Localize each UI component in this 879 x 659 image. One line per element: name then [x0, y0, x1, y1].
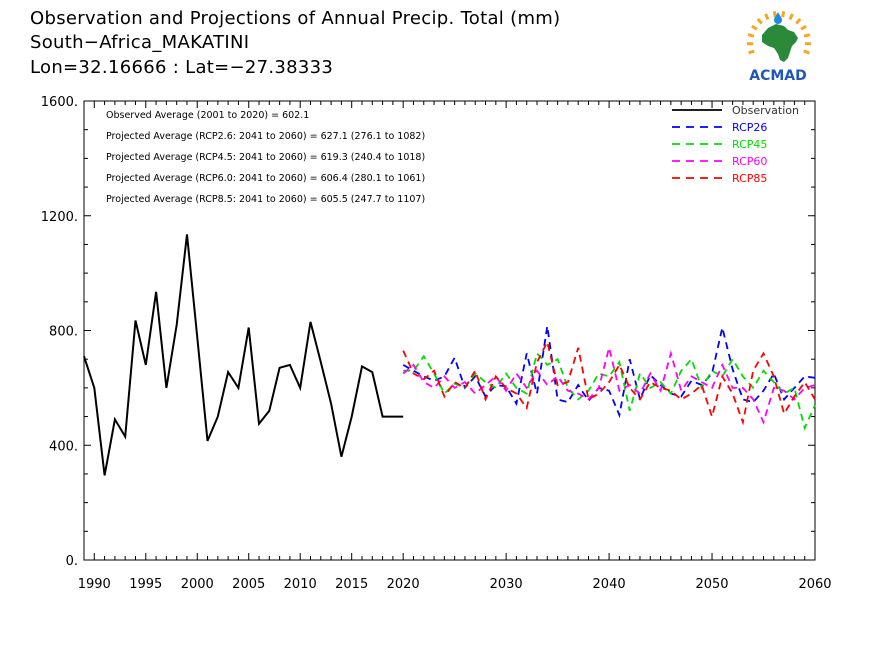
sun-ray [803, 33, 811, 38]
average-annotation: Projected Average (RCP6.0: 2041 to 2060)… [106, 173, 425, 184]
africa-map-logo-icon: ACMAD [746, 11, 812, 84]
water-drop-icon [774, 12, 782, 24]
series-line-rcp26 [402, 326, 816, 419]
africa-shape-icon [762, 24, 798, 62]
x-tick-label: 2040 [593, 577, 626, 592]
series-line-rcp85 [402, 339, 816, 426]
x-tick-label: 2050 [695, 577, 728, 592]
legend-label-rcp60: RCP60 [732, 155, 767, 168]
sun-ray [772, 11, 777, 18]
x-tick-label: 2000 [181, 577, 214, 592]
station-name: South−Africa_MAKATINI [30, 32, 250, 53]
logo-text: ACMAD [749, 68, 807, 84]
legend-label-rcp45: RCP45 [732, 138, 767, 151]
plot-frame [83, 100, 816, 561]
acmad-logo: ACMAD [738, 8, 818, 84]
sun-ray [764, 13, 770, 21]
legend-label-rcp85: RCP85 [732, 172, 767, 185]
sun-ray [751, 24, 758, 31]
x-tick-label: 1995 [129, 577, 162, 592]
sun-ray [788, 13, 794, 21]
sun-ray [748, 49, 755, 55]
x-tick-label: 2010 [284, 577, 317, 592]
sun-ray [747, 33, 755, 38]
x-tick-label: 2060 [798, 577, 831, 592]
x-tick-label: 2015 [335, 577, 368, 592]
sun-ray [800, 24, 807, 31]
y-tick-label: 400. [49, 439, 78, 454]
y-tick-label: 800. [49, 325, 78, 340]
y-tick-label: 1600. [41, 95, 78, 110]
sun-rays-icon [746, 11, 812, 55]
chart-title: Observation and Projections of Annual Pr… [30, 8, 561, 29]
legend-label-rcp26: RCP26 [732, 121, 767, 134]
average-annotation: Projected Average (RCP2.6: 2041 to 2060)… [106, 131, 425, 142]
y-tick-label: 1200. [41, 210, 78, 225]
x-tick-label: 1990 [78, 577, 111, 592]
sun-ray [781, 11, 786, 18]
sun-ray [795, 18, 802, 25]
x-tick-label: 2020 [387, 577, 420, 592]
series-line-observation [83, 234, 404, 476]
x-tick-label: 2005 [232, 577, 265, 592]
sun-ray [756, 18, 763, 25]
average-annotation: Observed Average (2001 to 2020) = 602.1 [106, 110, 309, 121]
legend-label-observation: Observation [732, 104, 799, 117]
x-tick-label: 2030 [490, 577, 523, 592]
series-line-rcp60 [402, 347, 816, 425]
average-annotation: Projected Average (RCP4.5: 2041 to 2060)… [106, 152, 425, 163]
sun-ray [803, 49, 810, 55]
average-annotation: Projected Average (RCP8.5: 2041 to 2060)… [106, 194, 425, 205]
y-tick-label: 0. [66, 554, 78, 569]
station-coordinates: Lon=32.16666 : Lat=−27.38333 [30, 57, 334, 78]
